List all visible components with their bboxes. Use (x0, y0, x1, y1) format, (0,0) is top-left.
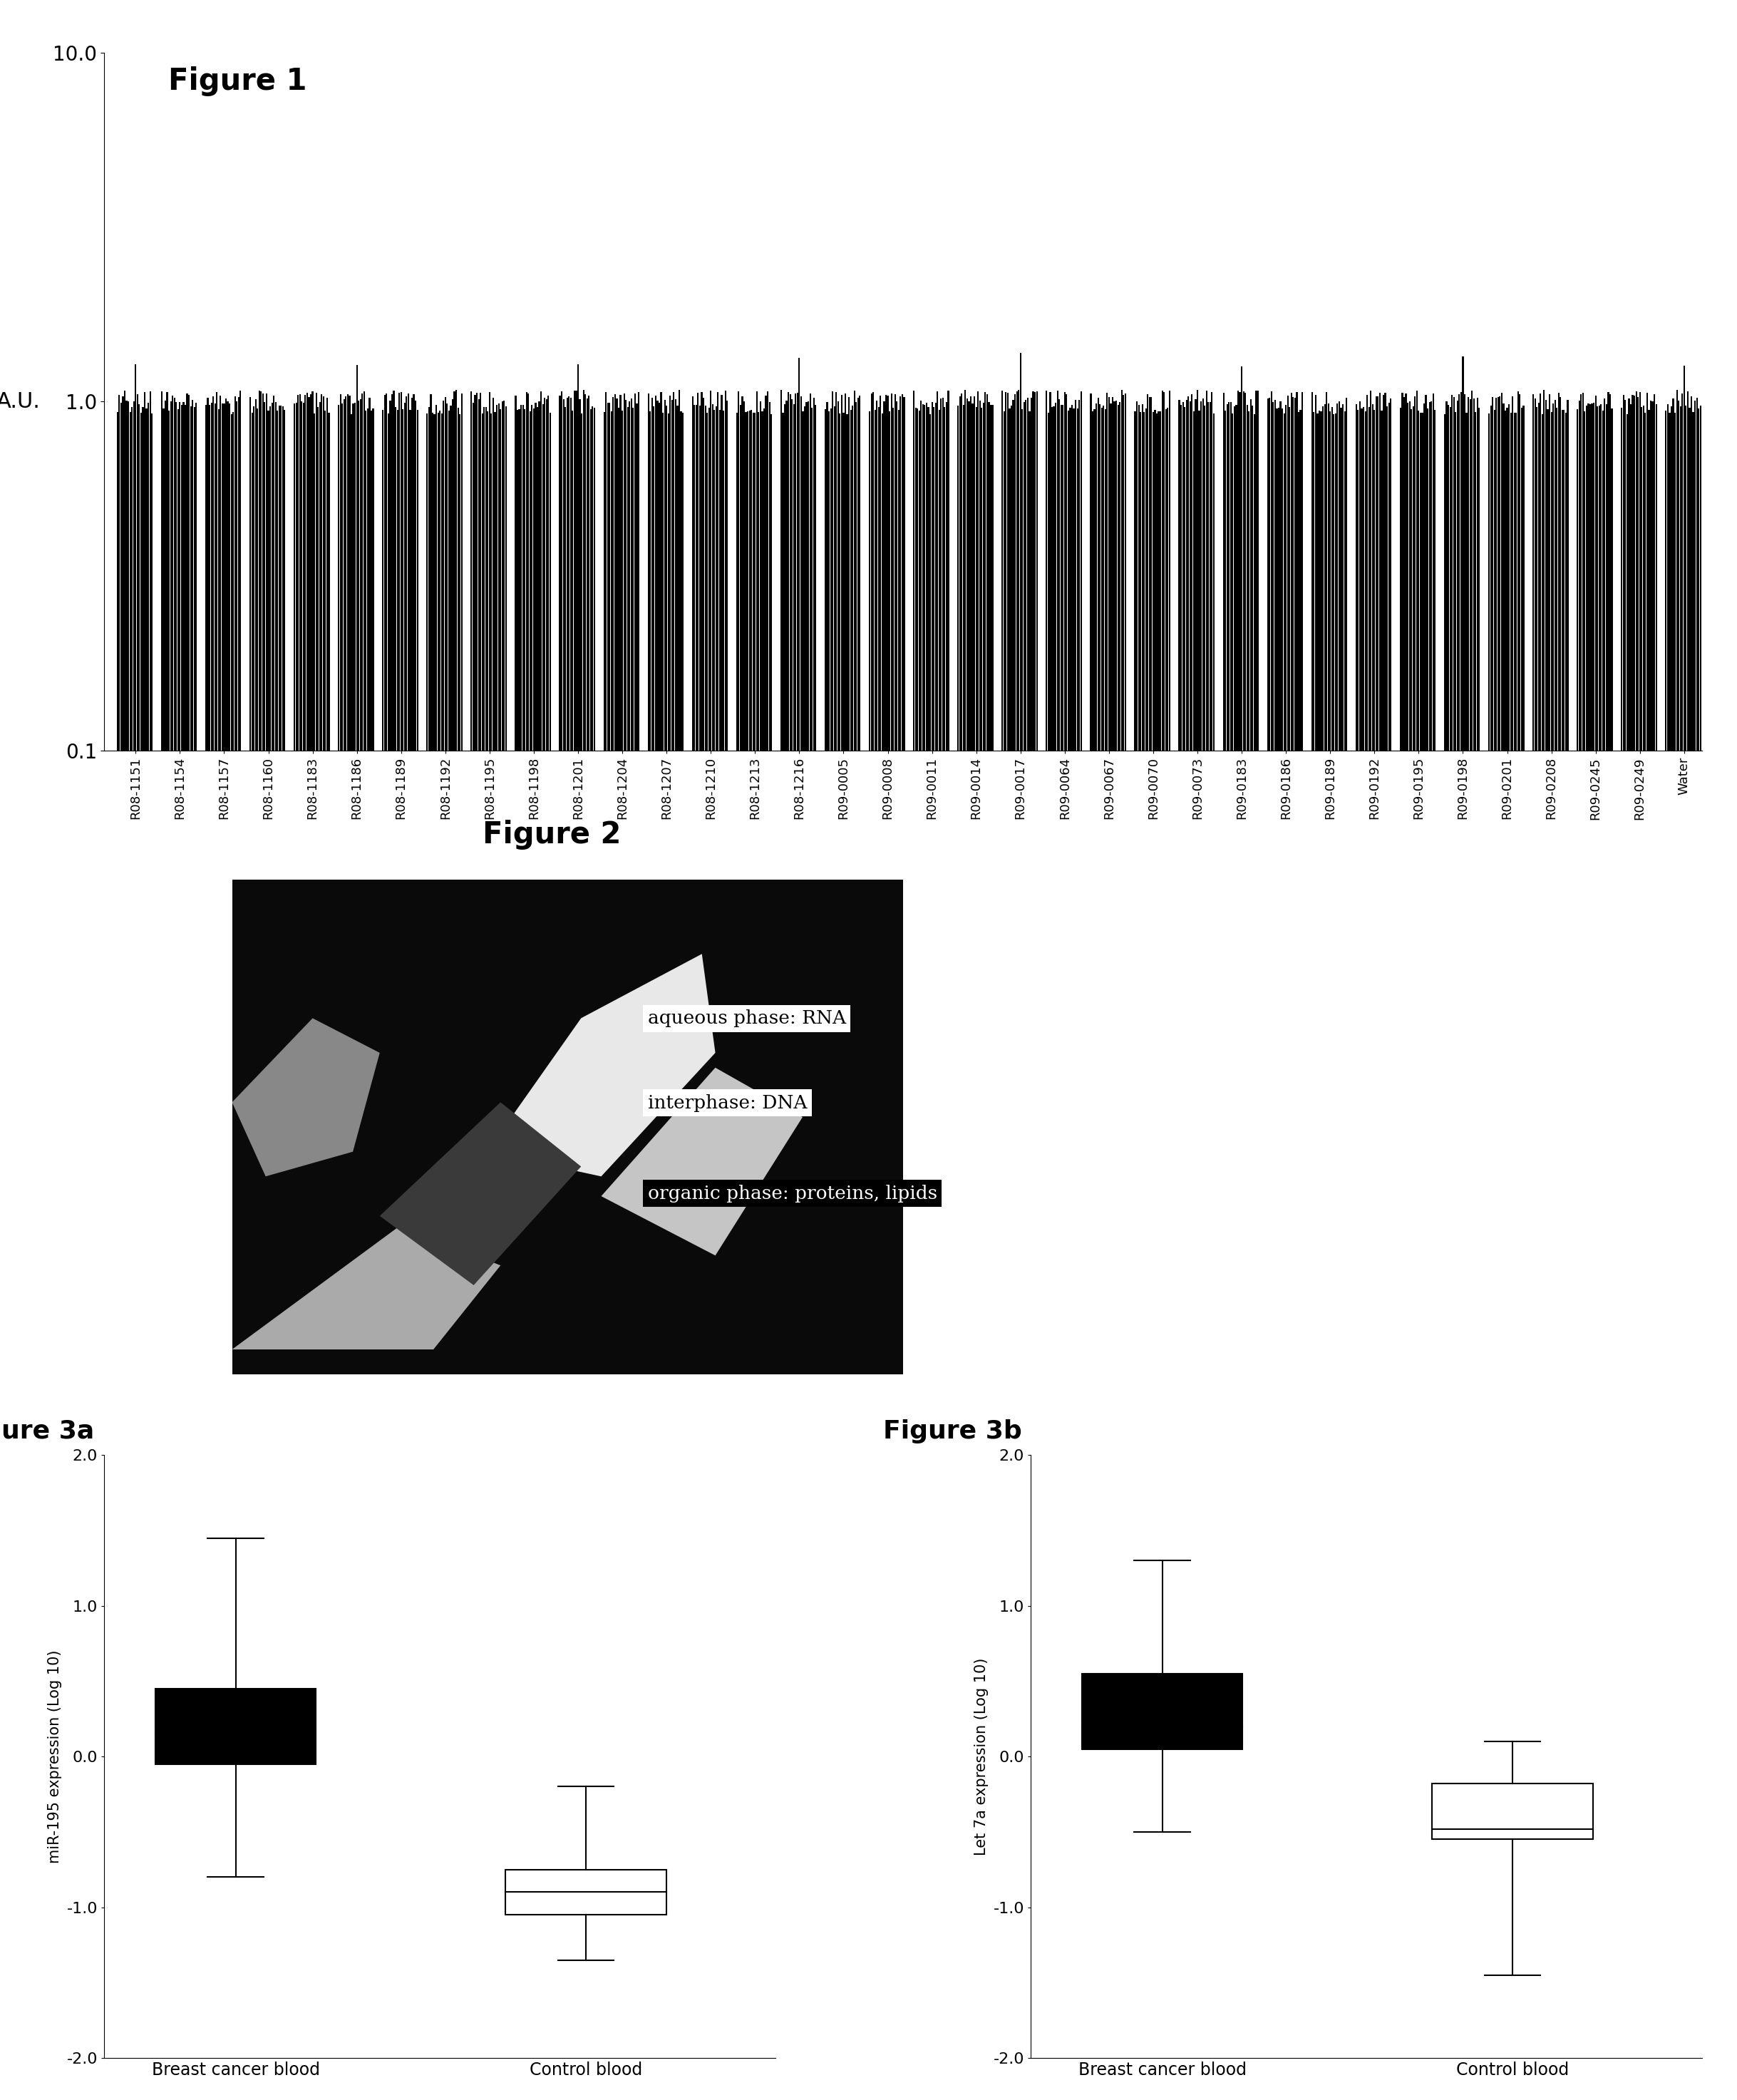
Y-axis label: Let 7a expression (Log 10): Let 7a expression (Log 10) (974, 1657, 988, 1856)
FancyBboxPatch shape (505, 1869, 667, 1915)
FancyBboxPatch shape (1082, 1674, 1242, 1749)
FancyBboxPatch shape (233, 880, 903, 1373)
Text: Figure 2: Figure 2 (483, 819, 620, 848)
FancyBboxPatch shape (155, 1688, 316, 1764)
FancyBboxPatch shape (1433, 1783, 1593, 1840)
Y-axis label: miR-195 expression (Log 10): miR-195 expression (Log 10) (47, 1651, 63, 1863)
Text: organic phase: proteins, lipids: organic phase: proteins, lipids (648, 1184, 936, 1201)
Polygon shape (486, 953, 716, 1176)
Polygon shape (233, 1226, 500, 1350)
Text: Figure 3b: Figure 3b (882, 1420, 1021, 1443)
Polygon shape (380, 1102, 582, 1285)
Text: aqueous phase: RNA: aqueous phase: RNA (648, 1010, 846, 1027)
Polygon shape (601, 1067, 802, 1256)
Text: Figure 1: Figure 1 (168, 67, 307, 97)
Text: Figure 3a: Figure 3a (0, 1420, 94, 1443)
Text: interphase: DNA: interphase: DNA (648, 1094, 808, 1111)
Y-axis label: A.U.: A.U. (0, 391, 40, 412)
Polygon shape (233, 1018, 380, 1176)
